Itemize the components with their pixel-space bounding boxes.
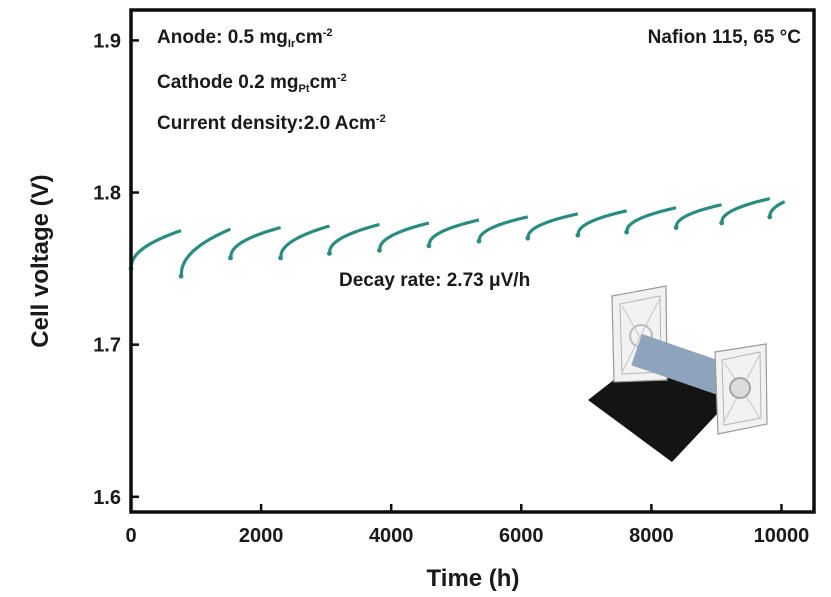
- y-tick-label: 1.7: [93, 335, 121, 357]
- decay-rate-label: Decay rate: 2.73 μV/h: [339, 270, 530, 291]
- plot-frame: [129, 8, 816, 514]
- y-tick-label: 1.8: [93, 183, 121, 205]
- x-tick-label: 10000: [754, 525, 810, 547]
- segment-start-point: [426, 243, 432, 249]
- voltage-segment: [768, 200, 787, 218]
- y-axis-title: Cell voltage (V): [27, 174, 54, 347]
- voltage-segment: [228, 226, 282, 259]
- x-tick-label: 8000: [629, 525, 674, 547]
- y-tick-label: 1.6: [93, 487, 121, 509]
- voltage-segment: [279, 224, 331, 259]
- segment-start-point: [575, 232, 581, 238]
- x-tick-label: 0: [125, 525, 136, 547]
- voltage-segment: [477, 215, 529, 242]
- voltage-segment: [377, 221, 430, 251]
- voltage-segment: [576, 209, 628, 236]
- segment-start-point: [476, 238, 482, 244]
- voltage-segment: [674, 203, 723, 228]
- y-tick-label: 1.9: [93, 30, 121, 52]
- cathode-annotation: Cathode 0.2 mgPtcm-2: [157, 72, 347, 95]
- voltage-segment: [526, 212, 579, 239]
- data-series: [128, 197, 787, 279]
- x-axis-title: Time (h): [427, 565, 520, 592]
- current-density-annotation: Current density:2.0 Acm-2: [157, 113, 386, 134]
- x-tick-label: 6000: [499, 525, 544, 547]
- segment-start-point: [228, 255, 233, 261]
- segment-start-point: [673, 225, 679, 230]
- segment-start-point: [178, 273, 184, 279]
- membrane-annotation: Nafion 115, 65 °C: [647, 27, 801, 48]
- voltage-segment: [129, 229, 182, 269]
- x-tick-label: 4000: [369, 525, 414, 547]
- voltage-segment: [625, 206, 677, 233]
- segment-start-point: [767, 214, 773, 220]
- segment-start-point: [719, 220, 725, 226]
- electrode-roll-illustration: [588, 285, 768, 462]
- segment-start-point: [377, 247, 382, 253]
- x-tick-label: 2000: [239, 525, 284, 547]
- segment-start-point: [326, 250, 332, 256]
- voltage-segment: [720, 197, 771, 224]
- segment-start-point: [525, 235, 531, 241]
- voltage-segment: [179, 227, 232, 277]
- voltage-segment: [327, 222, 381, 254]
- segment-start-point: [624, 229, 630, 235]
- anode-annotation: Anode: 0.5 mgIrcm-2: [157, 27, 333, 50]
- voltage-segment: [427, 218, 480, 247]
- segment-start-point: [278, 255, 284, 261]
